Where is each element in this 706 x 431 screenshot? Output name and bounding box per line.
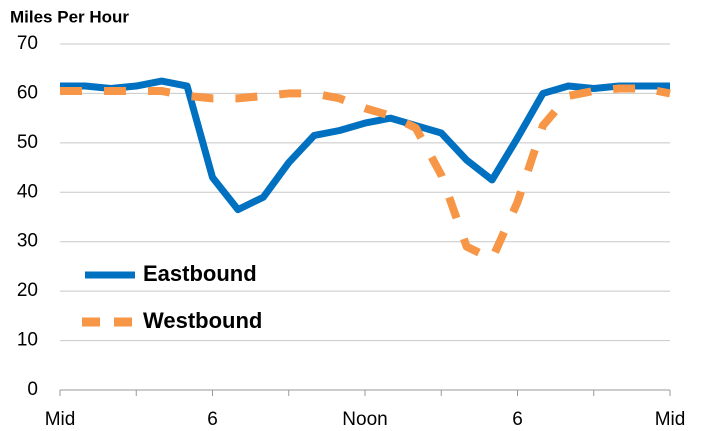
y-tick-label: 70 [17, 33, 38, 54]
y-tick-label: 60 [17, 82, 38, 103]
x-tick-label: 6 [512, 409, 523, 430]
y-tick-label: 40 [17, 181, 38, 202]
y-tick-label: 0 [27, 379, 38, 400]
data-line [60, 84, 671, 264]
x-tick-label: Mid [45, 409, 76, 430]
x-tick-label: Noon [342, 409, 387, 430]
y-tick-label: 20 [17, 280, 38, 301]
y-axis-label: Miles Per Hour [10, 7, 129, 26]
x-tick-label: Mid [655, 409, 686, 430]
x-tick-label: 6 [207, 409, 218, 430]
legend-label: Eastbound [143, 261, 257, 286]
y-tick-label: 30 [17, 231, 38, 252]
data-line [60, 77, 670, 214]
legend-label: Westbound [143, 308, 262, 333]
y-tick-label: 10 [17, 330, 38, 351]
y-tick-label: 50 [17, 132, 38, 153]
